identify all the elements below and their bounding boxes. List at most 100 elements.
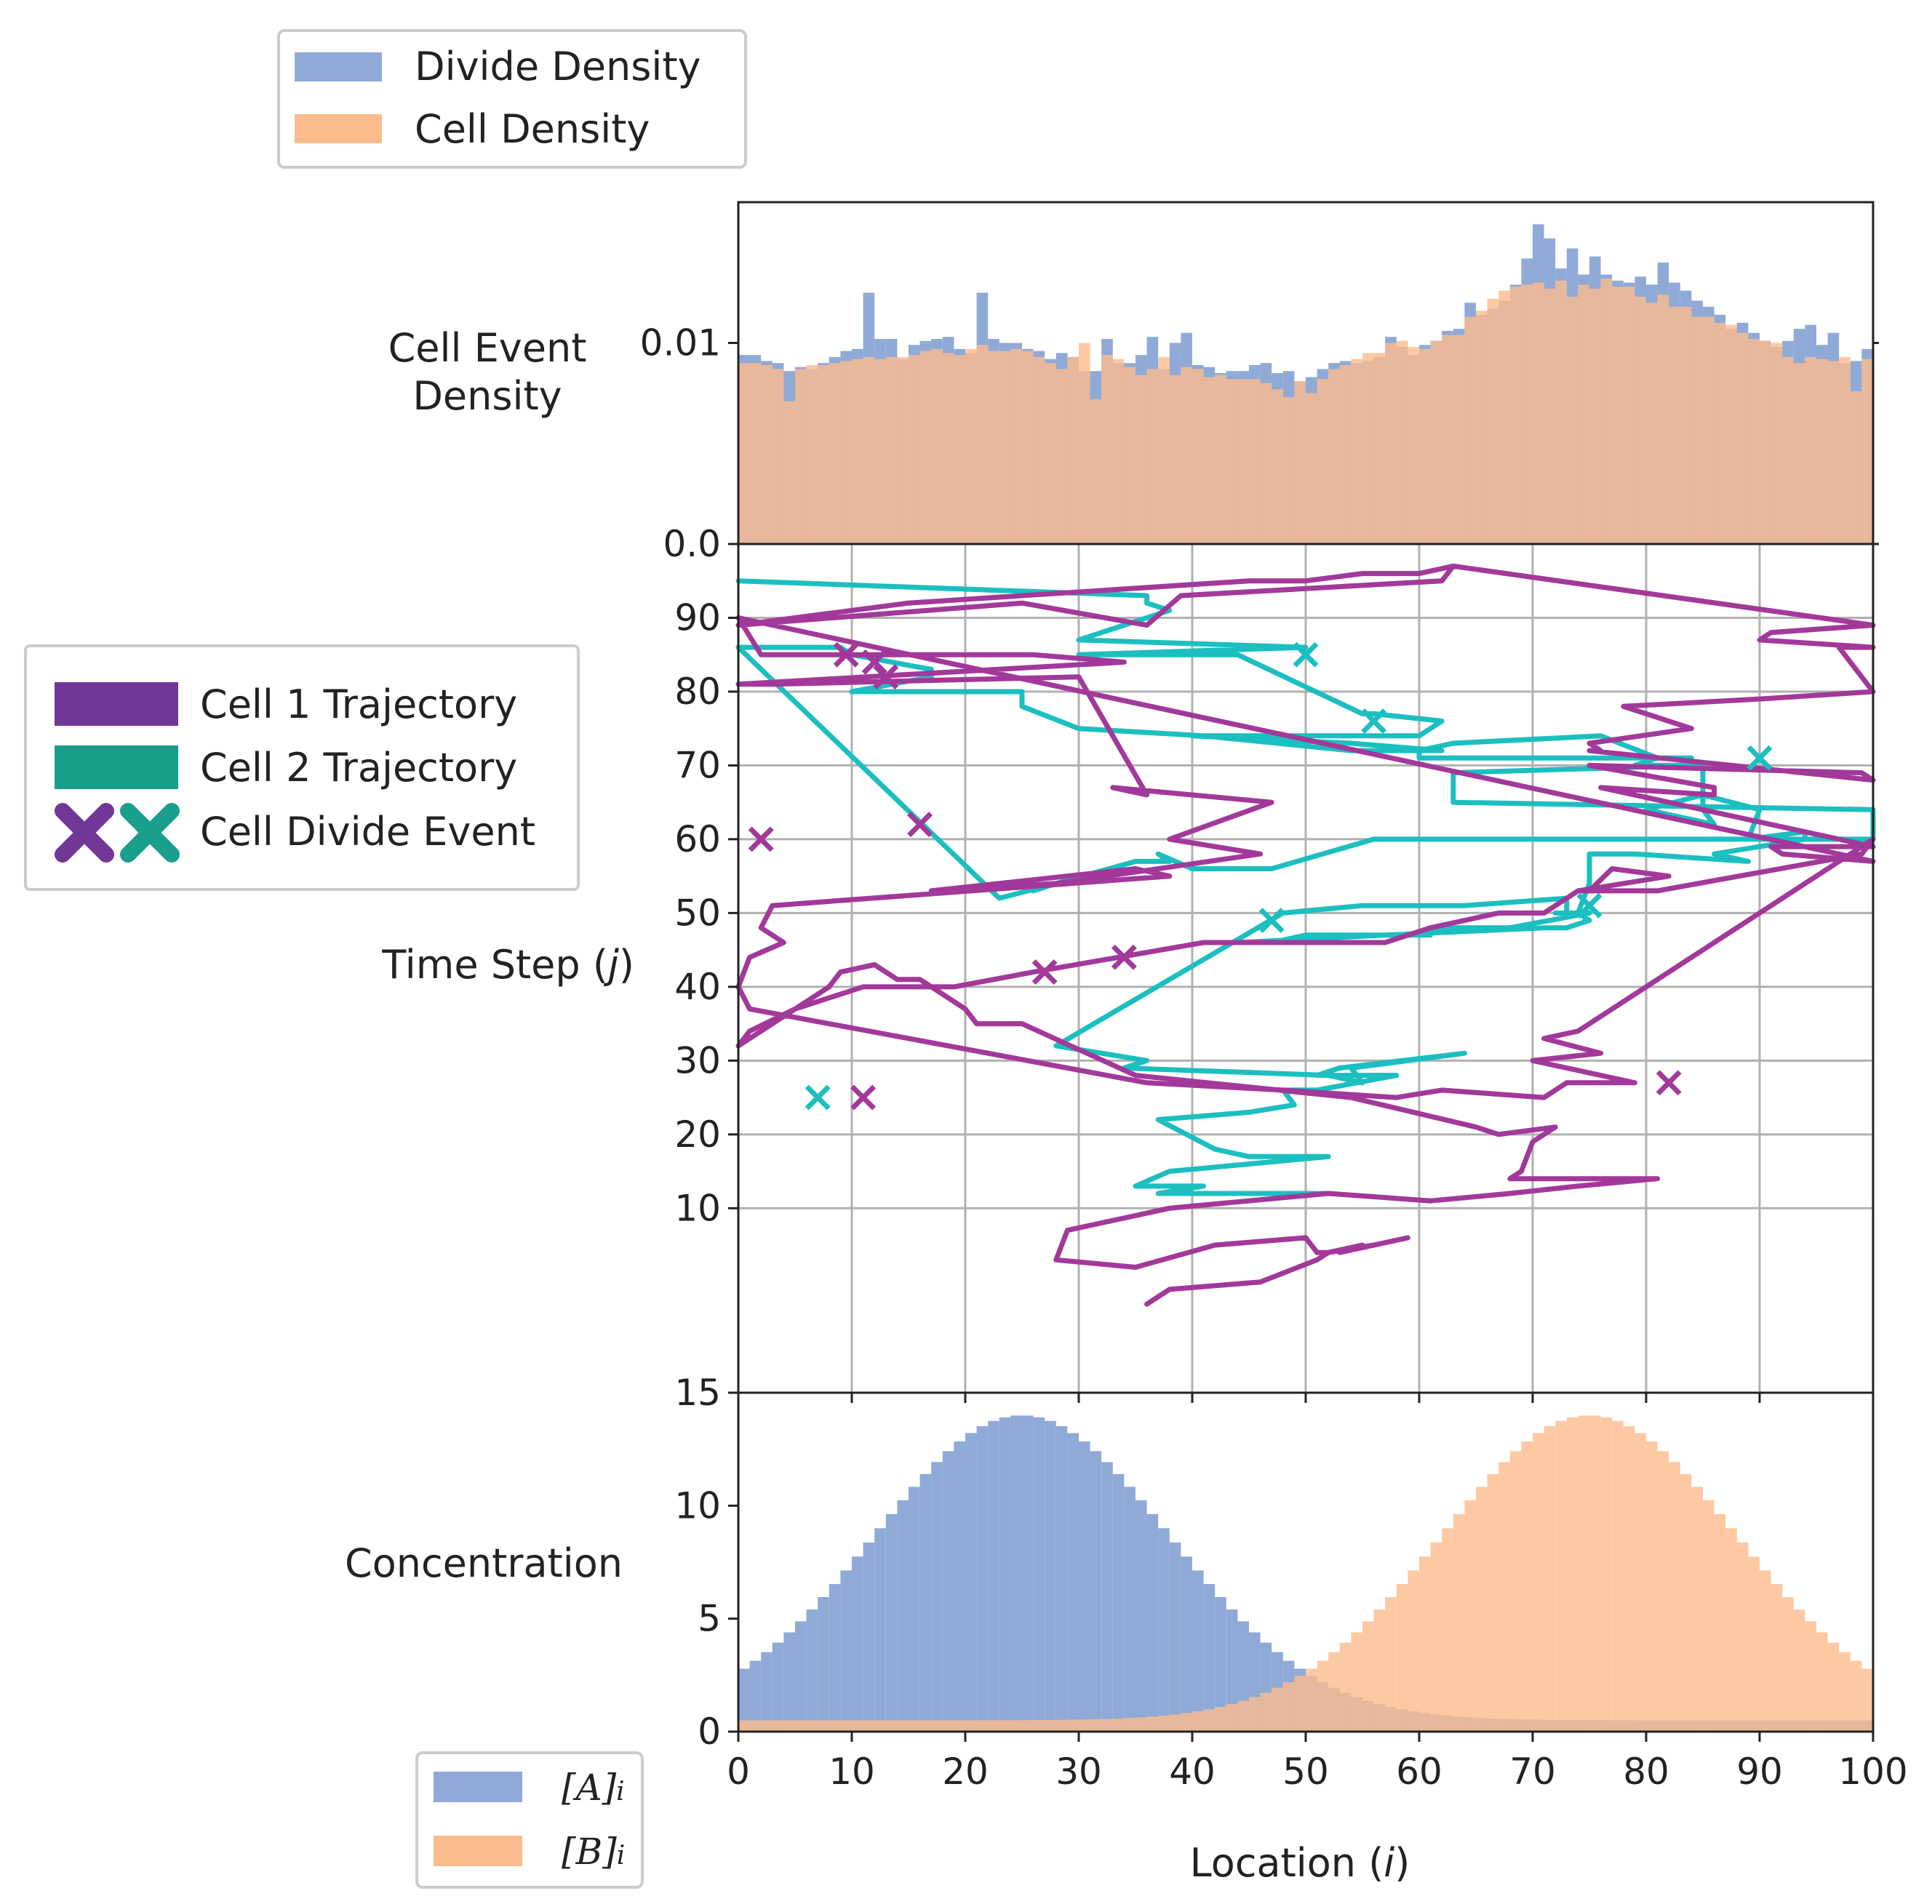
b-concentration-bar [1055,1719,1068,1732]
cell-density-bar [1657,295,1669,544]
cell-density-bar [1589,288,1601,544]
b-concentration-bar [1101,1719,1113,1732]
b-concentration-bar [1748,1556,1760,1732]
time-step-y-tick-label: 70 [674,744,721,786]
a-concentration-bar [931,1462,943,1732]
cell-density-bar [1124,367,1135,544]
cell-density-bar [1760,340,1771,544]
a-concentration-swatch [434,1772,522,1802]
b-concentration-bar [1498,1462,1510,1732]
a-concentration-bar [1158,1528,1170,1732]
b-concentration-bar [1533,1433,1544,1732]
divide-marker-stroke [907,812,933,838]
cell-density-bar [1135,375,1147,544]
b-concentration-bar [874,1720,886,1732]
cell-density-bar [1464,316,1476,544]
a-concentration-label-base: [A] [562,1767,617,1809]
cell2-divide-marker [805,1084,831,1111]
b-concentration-bar [1215,1707,1226,1732]
a-concentration-bar [1169,1542,1181,1732]
cell-density-bar [1010,348,1022,544]
cell-density-bar [795,369,807,544]
cell-density-bar [829,363,841,544]
time-step-y-tick-label: 90 [674,596,721,639]
cell-density-bar [738,363,750,544]
a-concentration-bar [1112,1473,1125,1732]
a-concentration-bar [988,1420,999,1732]
a-concentration-bar [954,1441,965,1732]
density-bars [738,224,1873,544]
cell-density-bar [1306,393,1317,544]
a-concentration-bar [840,1570,852,1732]
a-concentration-bar [1067,1433,1079,1732]
divide-marker-stroke [1111,944,1137,970]
cell-density-bar [1101,355,1113,544]
b-concentration-bar [885,1720,898,1732]
cell1-divide-marker [873,664,899,690]
cell-density-bar [863,356,875,544]
b-concentration-bar [1135,1717,1147,1732]
divide-marker-stroke [833,641,859,668]
b-concentration-bar [1237,1700,1249,1732]
a-concentration-bar [1181,1556,1192,1732]
a-concentration-bar [749,1660,762,1732]
cell-density-bar [1476,311,1488,544]
b-concentration-bar [1600,1417,1613,1732]
b-concentration-bar [1827,1642,1840,1732]
cell2-divide-x-icon [120,803,180,863]
location-x-tick-label: 50 [1282,1751,1329,1793]
b-concentration-bar [1453,1513,1465,1732]
divide-marker-stroke [1747,745,1773,771]
location-xlabel-close: ) [1394,1840,1410,1886]
cell1-divide-marker [907,812,933,838]
divide-marker-stroke [1293,641,1319,668]
cell1-divide-marker [1656,1070,1682,1096]
cell-density-bar [840,361,852,544]
b-concentration-bar [1203,1709,1216,1732]
b-concentration-bar [1192,1711,1204,1732]
a-concentration-bar [1079,1441,1090,1732]
divide-marker-stroke [873,664,899,690]
density-legend-box [277,29,747,169]
b-concentration-bar [909,1720,920,1732]
cell-density-bar [1055,369,1068,544]
b-concentration-bar [783,1720,795,1732]
b-concentration-bar [1430,1542,1442,1732]
b-concentration-bar [852,1720,863,1732]
b-concentration-bar [1703,1500,1715,1732]
a-concentration-bar [1215,1596,1226,1732]
b-concentration-bar [1181,1713,1192,1732]
cell-density-bar [919,351,932,544]
cell-density-bar [999,351,1011,544]
b-concentration-bar [1033,1720,1045,1732]
cell1-divide-marker [850,1084,877,1111]
b-concentration-bar [749,1720,762,1732]
cell-density-bar [1079,343,1090,544]
b-concentration-bar [1782,1596,1794,1732]
b-concentration-bar [965,1720,977,1732]
b-concentration-bar [1487,1473,1499,1732]
a-concentration-bar [863,1542,875,1732]
a-concentration-bar [1090,1451,1102,1732]
cell-density-bar [761,364,773,544]
b-concentration-bar [1124,1718,1135,1732]
cell-density-bar [1169,375,1181,544]
cell1-divide-x-icon [55,803,114,863]
cell-density-bar [1839,356,1851,544]
cell-density-bar [806,364,818,544]
cell-density-bar [1294,381,1306,544]
divide-event-label: Cell Divide Event [200,809,535,855]
b-concentration-label-base: [B] [562,1831,617,1873]
divide-marker-stroke [805,1084,831,1111]
cell-density-bar [783,401,795,544]
b-concentration-bar [1714,1513,1726,1732]
time-step-y-tick-label: 10 [674,1187,721,1229]
density-y-ticks: 0.0 0.01 [640,322,1879,565]
cell-density-bar [1067,356,1079,544]
cell-density-bar [988,351,999,544]
cell-density-bar [1419,348,1431,544]
b-concentration-bar [1793,1609,1805,1732]
b-concentration-bar [806,1720,818,1732]
b-concentration-bar [863,1720,875,1732]
location-xlabel: Location (i) [1190,1840,1410,1886]
